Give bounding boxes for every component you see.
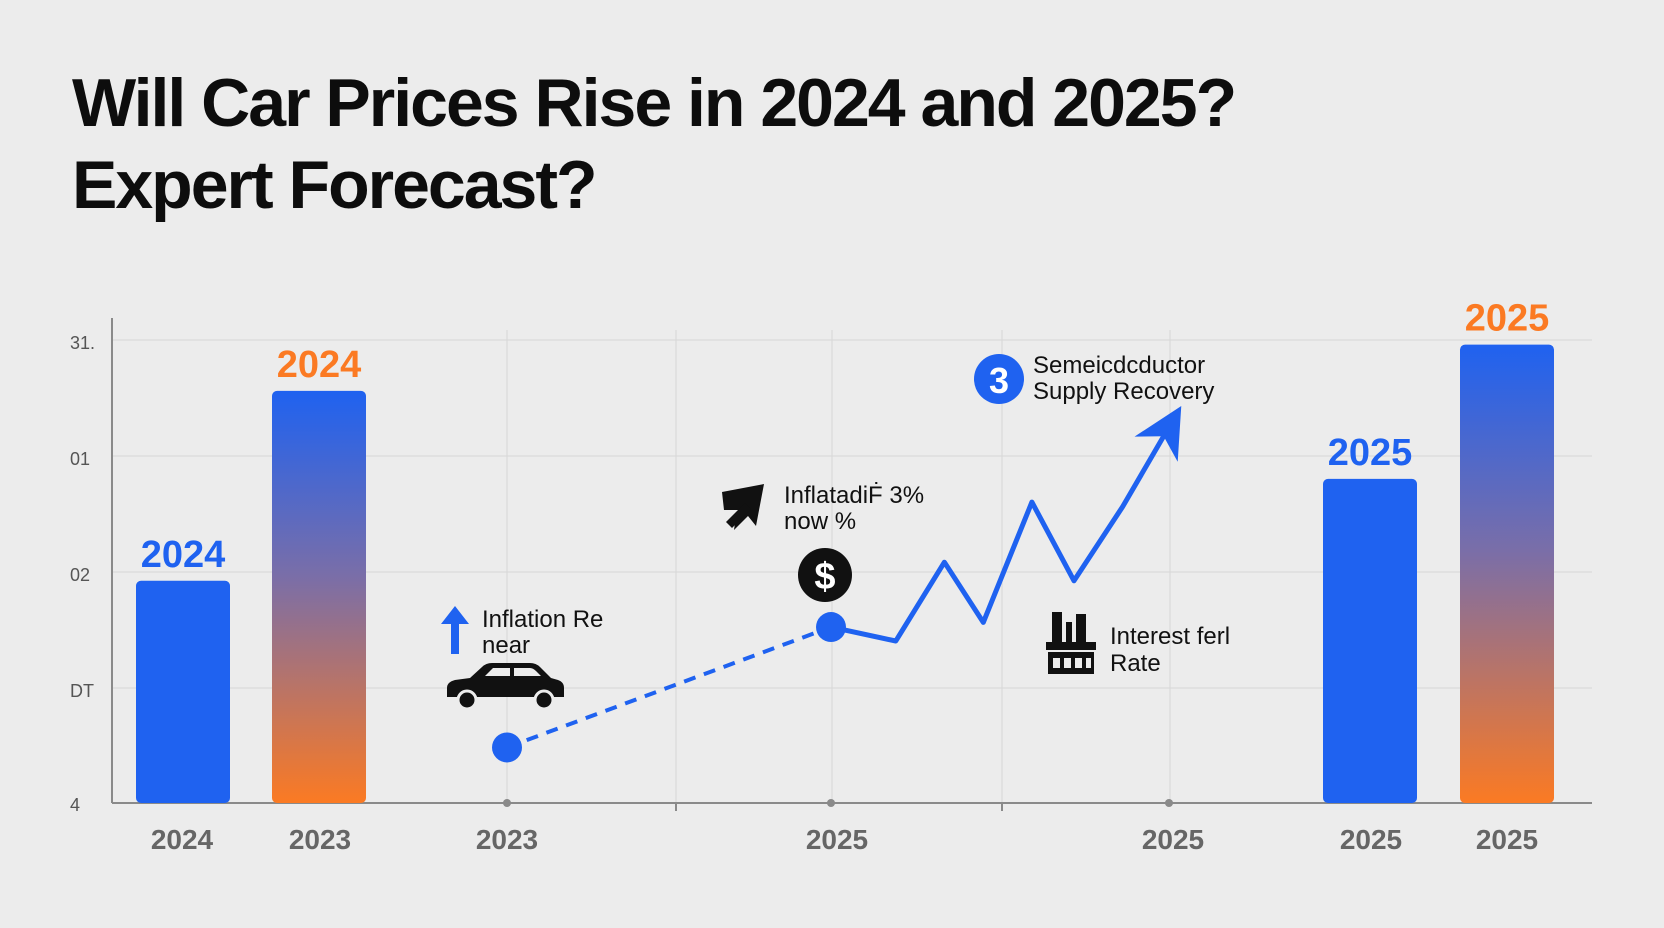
annotation-inflation: Inflation Re near: [441, 606, 603, 711]
annotation-inflation-rate-line-2: now %: [784, 508, 856, 535]
bars: 2024 2024 2025 2025: [136, 298, 1554, 803]
x-axis-dot: [827, 799, 835, 807]
bar: [272, 390, 366, 803]
dollar-symbol: $: [814, 556, 835, 598]
chart-title: Will Car Prices Rise in 2024 and 2025? E…: [72, 62, 1237, 226]
bar-value-label: 2024: [141, 534, 226, 576]
y-tick-label: DT: [70, 681, 94, 701]
x-axis-dot: [1165, 799, 1173, 807]
annotation-interest-rate-line-1: Interest ferl: [1110, 623, 1230, 650]
bar: [1323, 478, 1417, 803]
number-3-badge-icon: 3: [974, 354, 1024, 404]
annotation-semiconductor-line-2: Supply Recovery: [1033, 378, 1214, 405]
annotation-semiconductor: 3 Semeicdcductor Supply Recovery: [974, 352, 1214, 405]
annotation-inflation-line-1: Inflation Re: [482, 606, 603, 633]
annotation-semiconductor-line-1: Semeicdcductor: [1033, 352, 1205, 379]
y-tick-label: 31.: [70, 333, 95, 353]
x-tick-label: 2024: [151, 824, 214, 855]
arrow-up-right-icon: [722, 484, 764, 530]
bar-value-label: 2025: [1328, 432, 1413, 474]
title-line-2: Expert Forecast?: [72, 147, 598, 223]
y-tick-label: 4: [70, 795, 80, 815]
x-tick-label: 2023: [289, 824, 351, 855]
annotation-interest-rate: Interest ferl Rate: [1046, 612, 1230, 677]
annotation-inflation-rate: InflatadiḞ 3% now % $: [722, 482, 924, 602]
data-point: [816, 612, 846, 643]
annotation-inflation-line-2: near: [482, 632, 530, 659]
bar: [136, 580, 230, 803]
bar: [1460, 344, 1554, 803]
data-point: [492, 732, 522, 763]
x-ticks: 2024 2023 2023 2025 2025 2025 2025: [151, 824, 1538, 855]
y-tick-label: 01: [70, 449, 90, 469]
title-line-1: Will Car Prices Rise in 2024 and 2025?: [72, 65, 1237, 141]
x-tick-label: 2025: [1476, 824, 1538, 855]
annotation-interest-rate-line-2: Rate: [1110, 650, 1161, 677]
y-ticks: 31. 01 02 DT 4: [70, 333, 95, 815]
trend-line: [492, 406, 1182, 763]
x-tick-label: 2023: [476, 824, 538, 855]
dashed-segment: [506, 625, 832, 750]
annotation-inflation-rate-line-1: InflatadiḞ 3%: [784, 482, 924, 509]
arrow-up-icon: [441, 606, 469, 654]
x-axis-dot: [503, 799, 511, 807]
x-tick-label: 2025: [1340, 824, 1402, 855]
solid-trend-line: [830, 406, 1182, 644]
badge-number: 3: [989, 360, 1009, 401]
bar-value-label: 2024: [277, 344, 362, 386]
factory-icon: [1046, 612, 1096, 674]
bar-value-label: 2025: [1465, 298, 1550, 340]
x-tick-label: 2025: [1142, 824, 1204, 855]
y-tick-label: 02: [70, 565, 90, 585]
car-icon: [447, 663, 564, 711]
x-tick-label: 2025: [806, 824, 868, 855]
dollar-icon: $: [798, 548, 852, 602]
